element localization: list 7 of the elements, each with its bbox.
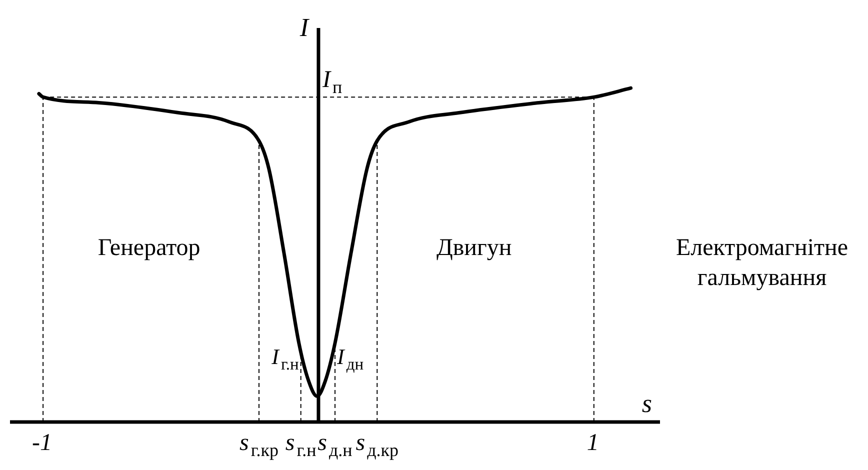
y-axis-title: I	[298, 13, 310, 42]
text: Електромагнітне гальмування	[676, 235, 848, 292]
annotation: Генератор	[98, 235, 200, 262]
annotation: Двигун	[436, 235, 512, 262]
x-tick-label: 1	[586, 430, 599, 456]
x-tick-label: -1	[32, 430, 52, 456]
x-axis-title: s	[642, 389, 652, 418]
